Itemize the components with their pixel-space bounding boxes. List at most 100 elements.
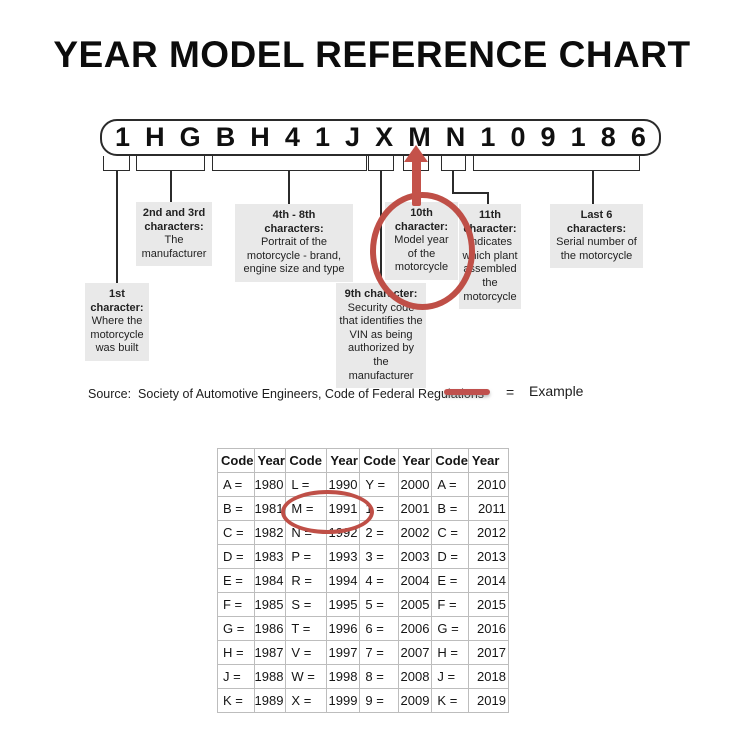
callout-heading: 4th - 8th characters: bbox=[264, 209, 324, 235]
source-note: Source: Society of Automotive Engineers,… bbox=[88, 387, 485, 401]
code-cell: J = bbox=[217, 664, 255, 689]
year-cell: 2017 bbox=[467, 640, 509, 665]
vin-character: 1 bbox=[115, 122, 131, 152]
year-cell: 2002 bbox=[398, 520, 433, 545]
table-row: J = 1988 W = 1998 8 = 2008 J = 2018 bbox=[217, 664, 509, 689]
code-cell: A = bbox=[431, 472, 469, 497]
code-cell: T = bbox=[285, 616, 328, 641]
vin-character: 4 bbox=[284, 122, 300, 152]
year-cell: 2004 bbox=[398, 568, 433, 593]
example-circle-icon bbox=[370, 192, 475, 310]
year-cell: 1998 bbox=[326, 664, 361, 689]
code-cell: G = bbox=[431, 616, 469, 641]
callout-heading: 11th character: bbox=[463, 209, 517, 235]
table-row: D = 1983 P = 1993 3 = 2003 D = 2013 bbox=[217, 544, 509, 569]
callout-body: Where the motorcycle was built bbox=[90, 315, 144, 355]
table-row: G = 1986 T = 1996 6 = 2006 G = 2016 bbox=[217, 616, 509, 641]
vin-character: N bbox=[445, 122, 466, 152]
table-row: E = 1984 R = 1994 4 = 2004 E = 2014 bbox=[217, 568, 509, 593]
page-title: YEAR MODEL REFERENCE CHART bbox=[53, 34, 691, 75]
connector-char-11-down bbox=[487, 192, 489, 204]
code-cell: H = bbox=[431, 640, 469, 665]
example-circle-table-icon bbox=[281, 490, 374, 534]
year-cell: 1996 bbox=[326, 616, 361, 641]
year-cell: 2014 bbox=[467, 568, 509, 593]
callout-body: Serial number of the motorcycle bbox=[556, 236, 637, 262]
table-header-cell: Year bbox=[253, 448, 287, 473]
callout-11th-character: 11th character: Indicates which plant as… bbox=[459, 204, 521, 310]
code-cell: B = bbox=[217, 496, 255, 521]
year-cell: 2008 bbox=[398, 664, 433, 689]
code-cell: S = bbox=[285, 592, 328, 617]
year-cell: 2001 bbox=[398, 496, 433, 521]
vin-character: H bbox=[145, 122, 165, 152]
callout-heading: 2nd and 3rd characters: bbox=[142, 207, 206, 233]
callout-2nd-3rd-characters: 2nd and 3rd characters: The manufacturer bbox=[136, 202, 212, 267]
callout-body: Security code that identifies the VIN as… bbox=[339, 301, 423, 382]
year-cell: 1988 bbox=[253, 664, 287, 689]
callout-heading: 1st character: bbox=[90, 288, 144, 314]
year-cell: 2011 bbox=[467, 496, 509, 521]
vin-character: 1 bbox=[570, 122, 586, 152]
table-header-row: Code Year Code Year Code Year Code Year bbox=[217, 448, 509, 473]
callout-4th-8th-characters: 4th - 8th characters: Portrait of the mo… bbox=[235, 204, 353, 282]
year-cell: 1983 bbox=[253, 544, 287, 569]
code-cell: K = bbox=[431, 688, 469, 713]
vin-character: 6 bbox=[630, 122, 646, 152]
code-cell: A = bbox=[217, 472, 255, 497]
year-code-table: Code Year Code Year Code Year Code Year A = 1980… bbox=[217, 448, 509, 713]
year-cell: 1987 bbox=[253, 640, 287, 665]
year-cell: 1981 bbox=[253, 496, 287, 521]
code-cell: R = bbox=[285, 568, 328, 593]
code-cell: 4 = bbox=[359, 568, 400, 593]
code-cell: D = bbox=[217, 544, 255, 569]
bracket-char-11 bbox=[441, 156, 466, 171]
code-cell: 6 = bbox=[359, 616, 400, 641]
code-cell: F = bbox=[217, 592, 255, 617]
code-cell: 7 = bbox=[359, 640, 400, 665]
year-cell: 1986 bbox=[253, 616, 287, 641]
year-cell: 2019 bbox=[467, 688, 509, 713]
vin-character: 1 bbox=[314, 122, 330, 152]
vin-character: G bbox=[179, 122, 201, 152]
code-cell: V = bbox=[285, 640, 328, 665]
year-cell: 1997 bbox=[326, 640, 361, 665]
table-row: A = 1980 L = 1990 Y = 2000 A = 2010 bbox=[217, 472, 509, 497]
connector-chars-4-8 bbox=[288, 171, 290, 204]
vin-character: J bbox=[345, 122, 361, 152]
year-cell: 1999 bbox=[326, 688, 361, 713]
code-cell: Y = bbox=[359, 472, 400, 497]
connector-chars-2-3 bbox=[170, 171, 172, 202]
year-cell: 2012 bbox=[467, 520, 509, 545]
bracket-chars-2-3 bbox=[136, 156, 205, 171]
example-line-icon bbox=[444, 389, 490, 395]
bracket-last-6 bbox=[473, 156, 640, 171]
code-cell: J = bbox=[431, 664, 469, 689]
table-row: K = 1989 X = 1999 9 = 2009 K = 2019 bbox=[217, 688, 509, 713]
vin-character: M bbox=[408, 122, 431, 152]
vin-character: 8 bbox=[600, 122, 616, 152]
year-cell: 1989 bbox=[253, 688, 287, 713]
callout-body: Portrait of the motorcycle - brand, engi… bbox=[243, 236, 345, 276]
connector-char-1 bbox=[116, 171, 118, 283]
year-cell: 2005 bbox=[398, 592, 433, 617]
table-header-cell: Code bbox=[285, 448, 328, 473]
year-cell: 2009 bbox=[398, 688, 433, 713]
table-header-cell: Year bbox=[398, 448, 433, 473]
code-cell: E = bbox=[431, 568, 469, 593]
year-cell: 1994 bbox=[326, 568, 361, 593]
code-cell: D = bbox=[431, 544, 469, 569]
year-cell: 2010 bbox=[467, 472, 509, 497]
vin-character: H bbox=[250, 122, 270, 152]
year-cell: 2018 bbox=[467, 664, 509, 689]
vin-character: 0 bbox=[510, 122, 526, 152]
year-cell: 2013 bbox=[467, 544, 509, 569]
year-cell: 2006 bbox=[398, 616, 433, 641]
year-cell: 2015 bbox=[467, 592, 509, 617]
code-cell: C = bbox=[431, 520, 469, 545]
year-cell: 1993 bbox=[326, 544, 361, 569]
code-cell: 9 = bbox=[359, 688, 400, 713]
code-cell: C = bbox=[217, 520, 255, 545]
